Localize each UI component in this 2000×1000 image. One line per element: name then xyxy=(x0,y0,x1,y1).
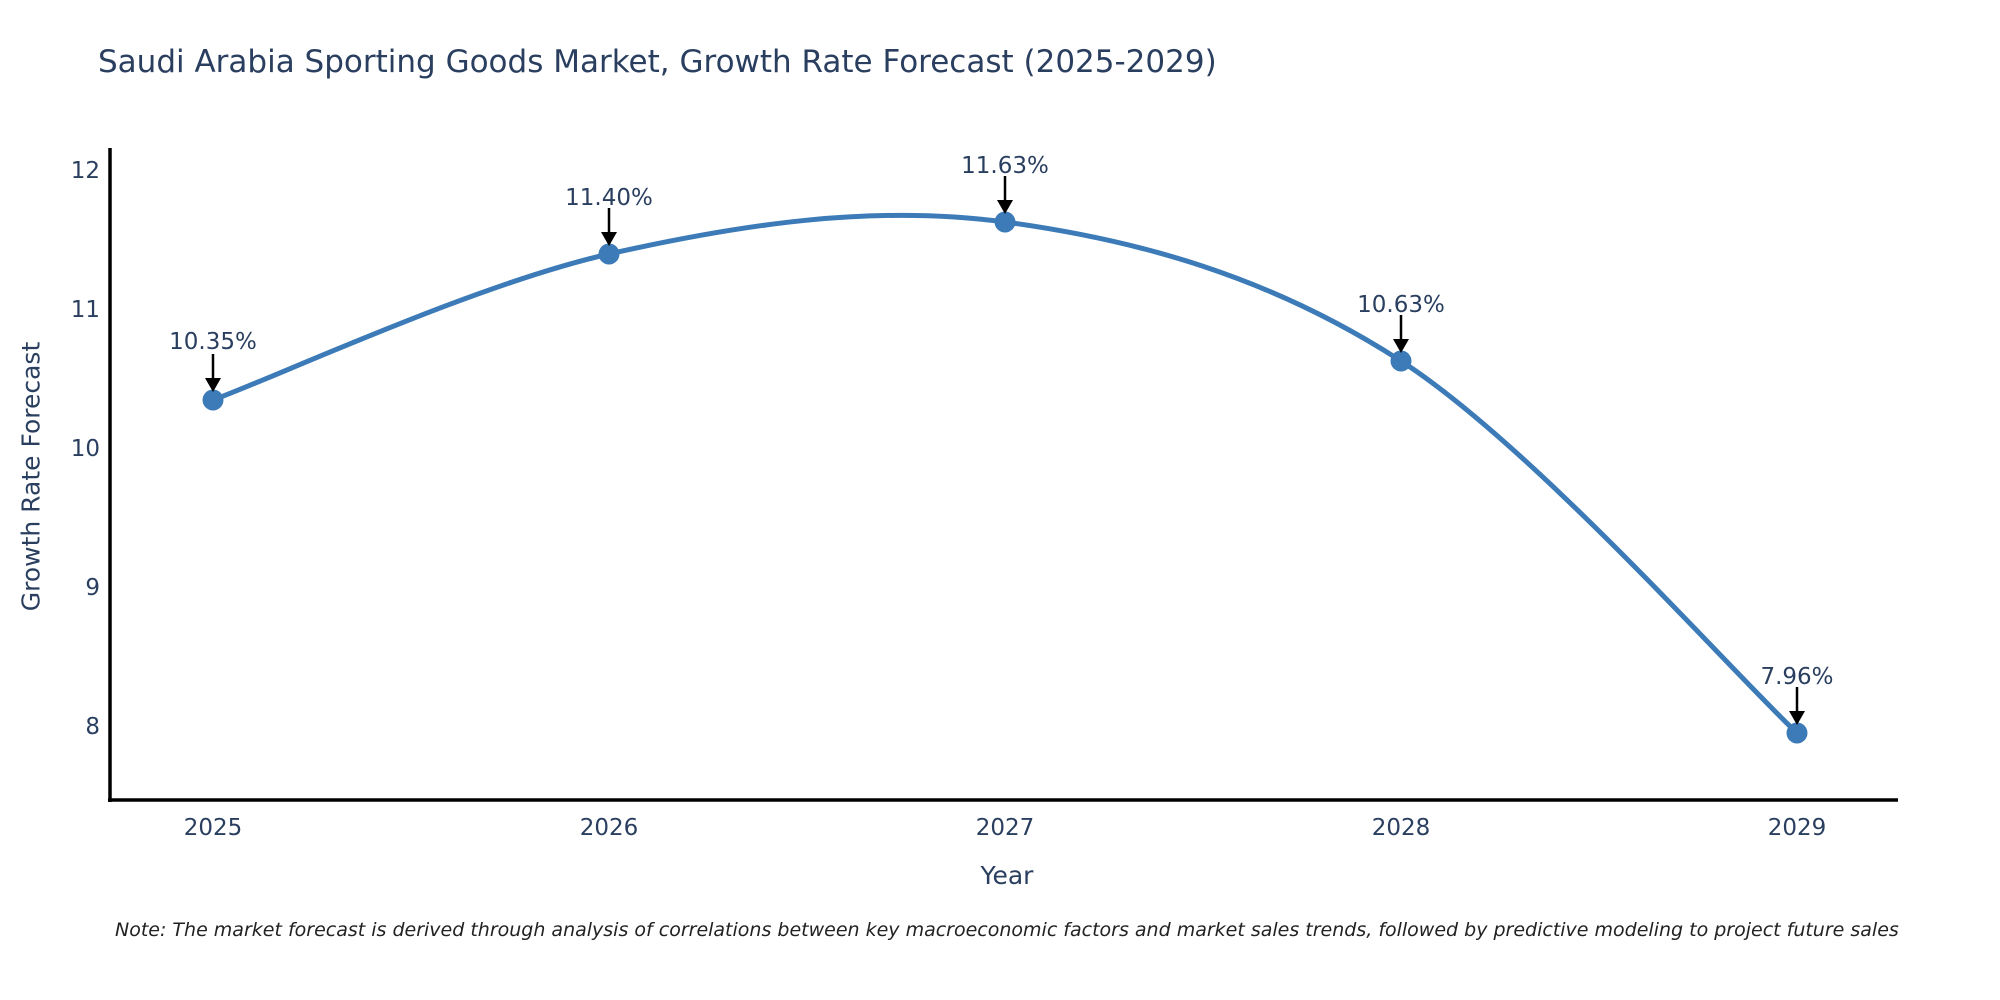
footnote-text: Note: The market forecast is derived thr… xyxy=(115,919,1899,941)
annotation-label-2028: 10.63% xyxy=(1357,292,1445,318)
annotation-label-2029: 7.96% xyxy=(1760,664,1834,690)
y-axis-title: Growth Rate Forecast xyxy=(16,341,46,612)
data-point-2025 xyxy=(202,389,224,411)
annotation-arrow-2028 xyxy=(1393,315,1409,353)
x-tick-2026: 2026 xyxy=(579,815,639,841)
y-tick-10: 10 xyxy=(70,436,100,462)
y-tick-12: 12 xyxy=(70,158,100,184)
y-tick-9: 9 xyxy=(85,575,100,601)
data-point-2029 xyxy=(1786,722,1808,744)
annotation-arrow-2026 xyxy=(601,208,617,246)
annotation-arrow-2029 xyxy=(1789,687,1805,725)
data-point-2028 xyxy=(1390,350,1412,372)
x-axis-title: Year xyxy=(980,861,1034,890)
annotation-label-2027: 11.63% xyxy=(961,153,1049,179)
annotation-arrow-2025 xyxy=(205,354,221,392)
chart-title: Saudi Arabia Sporting Goods Market, Grow… xyxy=(98,44,1217,80)
x-tick-2029: 2029 xyxy=(1767,815,1827,841)
annotation-label-2026: 11.40% xyxy=(565,185,653,211)
annotation-arrow-2027 xyxy=(997,176,1013,214)
annotation-label-2025: 10.35% xyxy=(169,329,257,355)
data-point-2027 xyxy=(994,211,1016,233)
x-tick-2028: 2028 xyxy=(1371,815,1431,841)
x-tick-2027: 2027 xyxy=(975,815,1035,841)
x-tick-2025: 2025 xyxy=(183,815,243,841)
y-tick-8: 8 xyxy=(85,714,100,740)
data-point-2026 xyxy=(598,243,620,265)
y-tick-11: 11 xyxy=(70,297,100,323)
forecast-line xyxy=(210,212,1800,736)
